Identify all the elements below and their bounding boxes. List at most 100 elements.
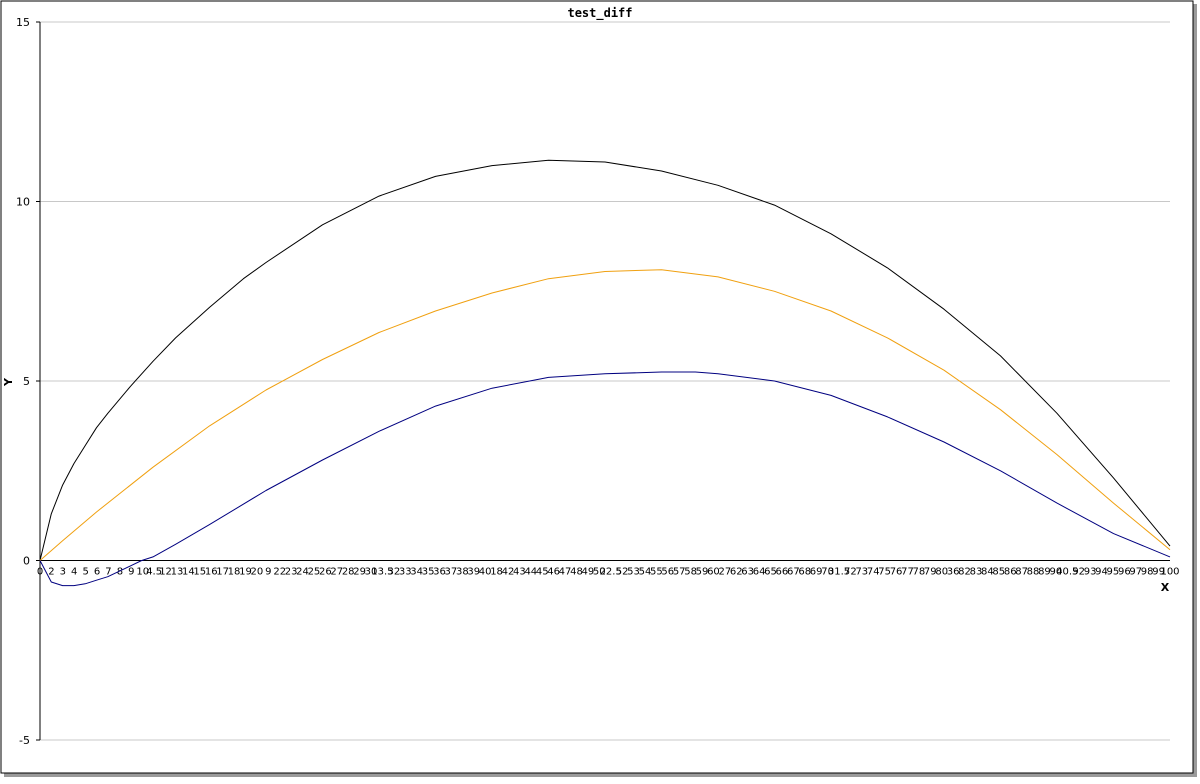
x-tick-label: 48 bbox=[570, 567, 583, 578]
x-tick-label: 59 bbox=[696, 567, 709, 578]
x-tick-label: 13.5 bbox=[371, 567, 393, 578]
x-tick-label: 78 bbox=[913, 567, 926, 578]
x-tick-label: 18 bbox=[228, 567, 241, 578]
x-tick-label: 66 bbox=[776, 567, 789, 578]
x-tick-label: 87 bbox=[1015, 567, 1028, 578]
x-tick-label: 83 bbox=[970, 567, 983, 578]
x-tick-label: 57 bbox=[673, 567, 686, 578]
x-tick-label: 86 bbox=[1004, 567, 1017, 578]
x-tick-label: 75 bbox=[878, 567, 891, 578]
x-tick-label: 35 bbox=[422, 567, 435, 578]
x-axis-label: X bbox=[1161, 581, 1170, 594]
x-tick-label: 32 bbox=[387, 567, 400, 578]
x-tick-label: 0 bbox=[37, 567, 43, 578]
x-tick-label: 22.5 bbox=[600, 567, 622, 578]
x-tick-label: 89 bbox=[1038, 567, 1051, 578]
x-tick-label: 68 bbox=[798, 567, 811, 578]
x-tick-label: 37 bbox=[445, 567, 458, 578]
y-tick-label: 5 bbox=[23, 375, 30, 388]
x-tick-label: 85 bbox=[992, 567, 1005, 578]
x-tick-label: 6 bbox=[94, 567, 100, 578]
x-tick-label: 43 bbox=[513, 567, 526, 578]
x-tick-label: 34 bbox=[410, 567, 423, 578]
x-tick-label: 47 bbox=[559, 567, 572, 578]
x-tick-label: 74 bbox=[867, 567, 880, 578]
x-tick-label: 20 bbox=[251, 567, 264, 578]
x-tick-label: 54 bbox=[639, 567, 652, 578]
x-tick-label: 95 bbox=[1107, 567, 1120, 578]
x-tick-label: 96 bbox=[1118, 567, 1131, 578]
x-tick-label: 56 bbox=[661, 567, 674, 578]
y-tick-labels: -5 0 5 10 15 bbox=[16, 16, 30, 747]
series-lines bbox=[39, 159, 1171, 587]
x-tick-label: 73 bbox=[855, 567, 868, 578]
x-tick-label: 79 bbox=[924, 567, 937, 578]
x-tick-label: 49 bbox=[582, 567, 595, 578]
x-tick-label: 97 bbox=[1129, 567, 1142, 578]
x-tick-label: 16 bbox=[205, 567, 218, 578]
x-tick-label: 88 bbox=[1027, 567, 1040, 578]
x-tick-label: 46 bbox=[547, 567, 560, 578]
x-tick-label: 5 bbox=[82, 567, 88, 578]
x-tick-label: 31.5 bbox=[828, 567, 850, 578]
x-tick-label: 18 bbox=[490, 567, 503, 578]
y-tick-label: 10 bbox=[16, 196, 30, 209]
x-tick-label: 23 bbox=[285, 567, 298, 578]
x-tick-label: 40 bbox=[479, 567, 492, 578]
x-tick-label: 82 bbox=[958, 567, 971, 578]
x-tick-label: 76 bbox=[890, 567, 903, 578]
y-tick-label: 15 bbox=[16, 16, 30, 29]
x-tick-label: 25 bbox=[308, 567, 321, 578]
x-tick-label: 27 bbox=[330, 567, 343, 578]
x-tick-label: 60 bbox=[707, 567, 720, 578]
x-tick-label: 42 bbox=[502, 567, 515, 578]
x-tick-label: 10 bbox=[136, 567, 149, 578]
x-tick-label: 4 bbox=[71, 567, 77, 578]
x-tick-label: 13 bbox=[171, 567, 184, 578]
x-tick-label: 39 bbox=[467, 567, 480, 578]
y-tick-label: -5 bbox=[19, 734, 30, 747]
x-tick-label: 50 bbox=[593, 567, 606, 578]
series-line-3 bbox=[39, 371, 1171, 587]
x-tick-label: 27 bbox=[718, 567, 731, 578]
x-tick-label: 40.5 bbox=[1056, 567, 1078, 578]
x-tick-label: 36 bbox=[433, 567, 446, 578]
x-tick-label: 84 bbox=[981, 567, 994, 578]
x-tick-label: 94 bbox=[1095, 567, 1108, 578]
x-tick-label: 12 bbox=[159, 567, 172, 578]
x-tick-label: 93 bbox=[1084, 567, 1097, 578]
x-tick-label: 52 bbox=[616, 567, 629, 578]
chart-title: test_diff bbox=[567, 6, 632, 21]
x-tick-label: 22 bbox=[273, 567, 286, 578]
x-tick-label: 58 bbox=[684, 567, 697, 578]
x-tick-label: 14 bbox=[182, 567, 195, 578]
x-tick-label: 77 bbox=[901, 567, 914, 578]
x-tick-label: 17 bbox=[216, 567, 229, 578]
x-tick-label: 80 bbox=[935, 567, 948, 578]
x-tick-label: 65 bbox=[764, 567, 777, 578]
x-tick-label: 92 bbox=[1072, 567, 1085, 578]
x-tick-label: 100 bbox=[1160, 567, 1179, 578]
x-tick-label: 44 bbox=[524, 567, 537, 578]
y-axis-label: Y bbox=[2, 377, 15, 387]
x-tick-label: 29 bbox=[353, 567, 366, 578]
x-tick-label: 99 bbox=[1152, 567, 1165, 578]
x-tick-label: 98 bbox=[1141, 567, 1154, 578]
x-tick-label: 64 bbox=[753, 567, 766, 578]
x-tick-label: 62 bbox=[730, 567, 743, 578]
x-tick-label: 19 bbox=[239, 567, 252, 578]
x-tick-label: 63 bbox=[741, 567, 754, 578]
x-tick-label: 45 bbox=[536, 567, 549, 578]
x-tick-label: 33 bbox=[399, 567, 412, 578]
x-tick-label: 67 bbox=[787, 567, 800, 578]
y-tick-label: 0 bbox=[23, 555, 30, 568]
x-tick-label: 4.5 bbox=[146, 567, 162, 578]
x-tick-label: 9 bbox=[265, 567, 271, 578]
x-tick-label: 38 bbox=[456, 567, 469, 578]
x-tick-label: 53 bbox=[627, 567, 640, 578]
x-tick-label: 90 bbox=[1049, 567, 1062, 578]
x-tick-label: 70 bbox=[821, 567, 834, 578]
